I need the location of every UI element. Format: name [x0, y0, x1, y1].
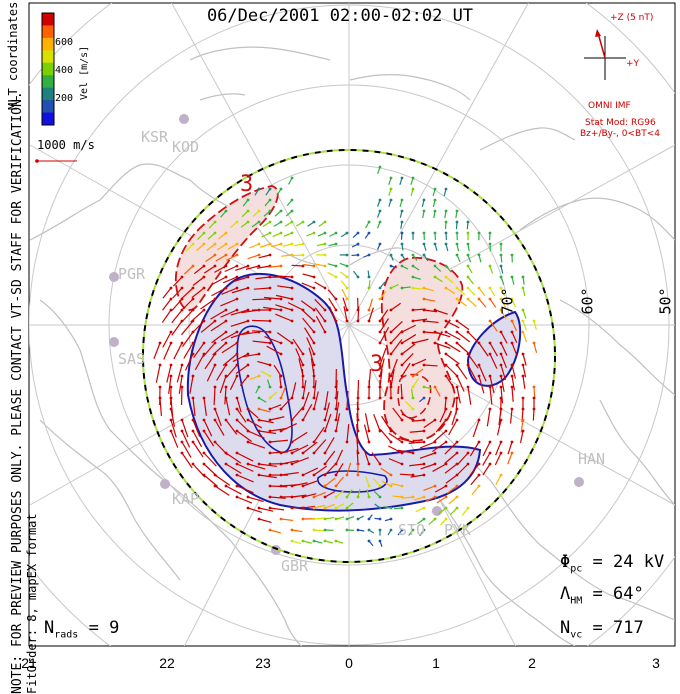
radar-label-han: HAN [578, 450, 605, 468]
hmb-latitude: ΛHM = 64° [560, 584, 644, 606]
velocity-vector [293, 255, 303, 256]
colorbar-swatch [42, 75, 54, 88]
velocity-vector [358, 307, 359, 321]
radar-label-gbr: GBR [281, 557, 308, 575]
velocity-vector [400, 474, 413, 475]
imf-condition: Bz+/By-, 0<BT<4 [580, 129, 660, 139]
velocity-colorbar [42, 13, 54, 126]
imf-stat-mod: Stat Mod: RG96 [585, 118, 656, 128]
velocity-vector [374, 518, 380, 519]
velocity-vector [314, 530, 323, 531]
velocity-vector [252, 320, 270, 321]
radar-label-sto: STO [398, 521, 425, 539]
radar-label-sas: SAS [118, 350, 145, 368]
colorbar-swatch [42, 63, 54, 76]
colorbar-tick-400: 400 [55, 65, 73, 76]
imf-source: OMNI IMF [588, 101, 631, 111]
velocity-vector [533, 409, 534, 420]
imf-y-label: +Y [626, 59, 639, 69]
side-note: NOTE: FOR PREVIEW PURPOSES ONLY. PLEASE … [11, 44, 39, 694]
colorbar-tick-200: 200 [55, 93, 73, 104]
lat-label-60: 60° [579, 287, 597, 314]
radar-label-pgr: PGR [118, 265, 145, 283]
mlt-tick-21: 21 [9, 655, 49, 671]
colorbar-swatch [42, 88, 54, 101]
lat-label-70: 70° [499, 287, 517, 314]
colorbar-label: Vel [m/s] [79, 46, 90, 100]
colorbar-swatch [42, 113, 54, 126]
side-note-line1: NOTE: FOR PREVIEW PURPOSES ONLY. PLEASE … [11, 44, 25, 694]
velocity-vector [445, 222, 446, 229]
lat-label-50: 50° [657, 287, 675, 314]
radar-label-kod: KOD [172, 138, 199, 156]
mlt-tick-0: 0 [329, 655, 369, 671]
velocity-vector [401, 233, 402, 240]
imf-z-label: +Z (5 nT) [610, 13, 653, 23]
map-title: 06/Dec/2001 02:00-02:02 UT [0, 6, 680, 26]
cross-polar-potential: Φpc = 24 kV [560, 552, 664, 574]
scale-vector-label: 1000 m/s [37, 138, 95, 152]
coordinate-label: MLT coordinates [6, 2, 20, 110]
radar-label-pyk: PYK [444, 521, 471, 539]
mlt-tick-23: 23 [243, 655, 283, 671]
velocity-vector [252, 299, 270, 300]
velocity-vector [467, 222, 468, 229]
contour-label-dusk: 3 [370, 352, 383, 377]
colorbar-swatch [42, 38, 54, 51]
contour-label-dawn: 3 [240, 172, 253, 197]
radar-label-kap: KAP [172, 490, 199, 508]
radar-label-ksr: KSR [141, 128, 168, 146]
mlt-tick-1: 1 [416, 655, 456, 671]
colorbar-swatch [42, 50, 54, 63]
mlt-tick-2: 2 [512, 655, 552, 671]
velocity-vector [292, 265, 303, 266]
mlt-tick-22: 22 [147, 655, 187, 671]
velocity-vector [456, 222, 457, 229]
velocity-vector [394, 508, 402, 509]
colorbar-swatch [42, 100, 54, 113]
velocity-vector [302, 369, 303, 387]
velocity-vector [357, 450, 358, 464]
colorbar-swatch [42, 25, 54, 38]
mlt-tick-3: 3 [636, 655, 676, 671]
vector-count: Nvc = 717 [560, 618, 644, 640]
velocity-vector [501, 255, 502, 262]
colorbar-tick-600: 600 [55, 37, 73, 48]
radar-count: Nrads = 9 [44, 618, 119, 640]
velocity-vector [401, 384, 402, 398]
